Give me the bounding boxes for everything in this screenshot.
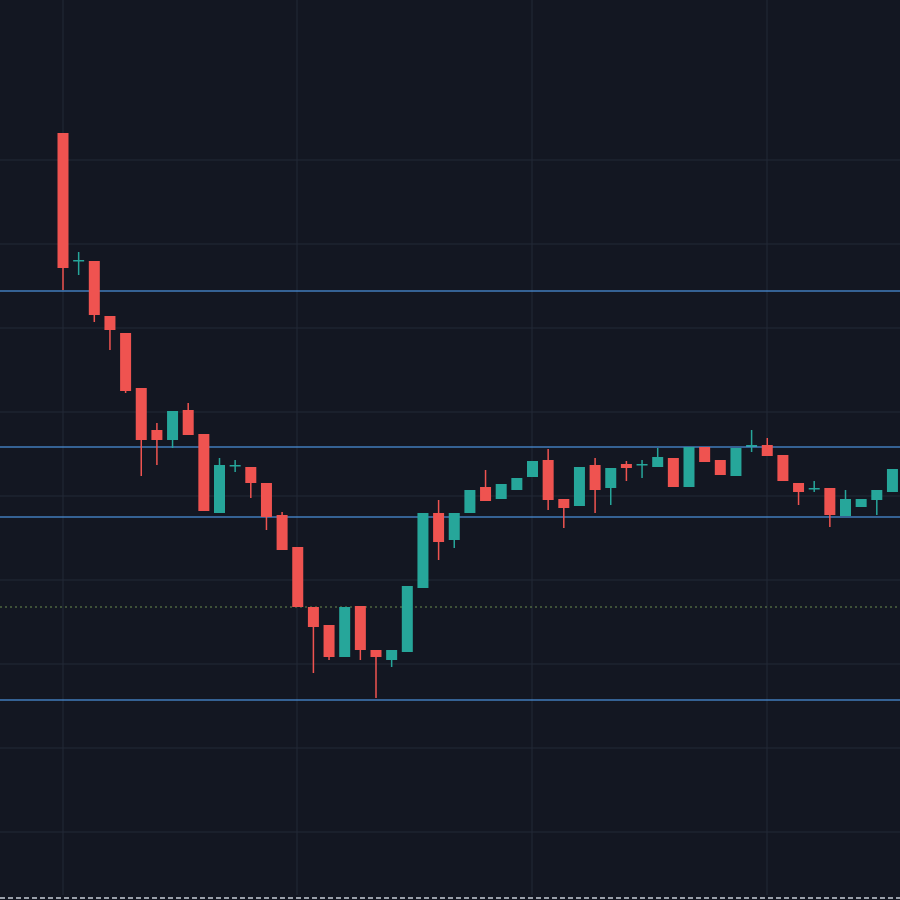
- candle-body: [746, 445, 758, 447]
- candle-body: [714, 460, 726, 475]
- candle-body: [730, 448, 742, 476]
- candle-body: [370, 650, 382, 657]
- candle-body: [871, 490, 883, 500]
- candle-body: [276, 515, 288, 550]
- candle-body: [542, 460, 554, 500]
- candle-body: [245, 467, 257, 483]
- candle-body: [761, 445, 773, 456]
- candle-body: [464, 490, 476, 513]
- candle-body: [260, 483, 272, 517]
- candle-body: [777, 455, 789, 481]
- candle-body: [886, 469, 898, 492]
- candle-body: [511, 478, 523, 490]
- candle-body: [88, 261, 100, 315]
- candle-body: [433, 513, 445, 542]
- candle-body: [214, 465, 225, 513]
- candle-body: [652, 457, 664, 467]
- candle-body: [198, 434, 210, 511]
- candle-body: [386, 650, 398, 660]
- candle-body: [417, 513, 429, 588]
- candle-body: [824, 488, 836, 515]
- candle-body: [699, 447, 711, 462]
- candle-body: [448, 513, 460, 540]
- candle-body: [636, 464, 648, 466]
- candle-body: [573, 467, 585, 506]
- candle-body: [135, 388, 147, 440]
- candle-body: [339, 607, 351, 657]
- candle-body: [495, 484, 507, 499]
- candle-body: [104, 316, 116, 330]
- candle-body: [589, 465, 601, 490]
- candle-body: [323, 625, 335, 657]
- candle-body: [527, 461, 538, 477]
- candle-body: [480, 487, 492, 501]
- candle-body: [855, 499, 867, 507]
- candle-body: [558, 499, 570, 508]
- candle-body: [307, 607, 319, 627]
- candle-body: [151, 430, 163, 440]
- candle-body: [292, 547, 304, 607]
- candle-body: [667, 458, 679, 487]
- candle-body: [605, 468, 617, 488]
- candle-body: [354, 606, 366, 650]
- candle-body: [840, 499, 851, 516]
- candle-body: [229, 465, 241, 467]
- candle-body: [793, 483, 805, 492]
- candle-body: [182, 410, 194, 435]
- candle-body: [73, 260, 85, 262]
- candle-body: [167, 411, 179, 440]
- candle-body: [401, 586, 413, 652]
- candle-body: [808, 488, 820, 490]
- candle-body: [620, 464, 632, 468]
- candle-body: [57, 133, 69, 268]
- candle-body: [120, 333, 132, 391]
- candle-body: [683, 447, 695, 487]
